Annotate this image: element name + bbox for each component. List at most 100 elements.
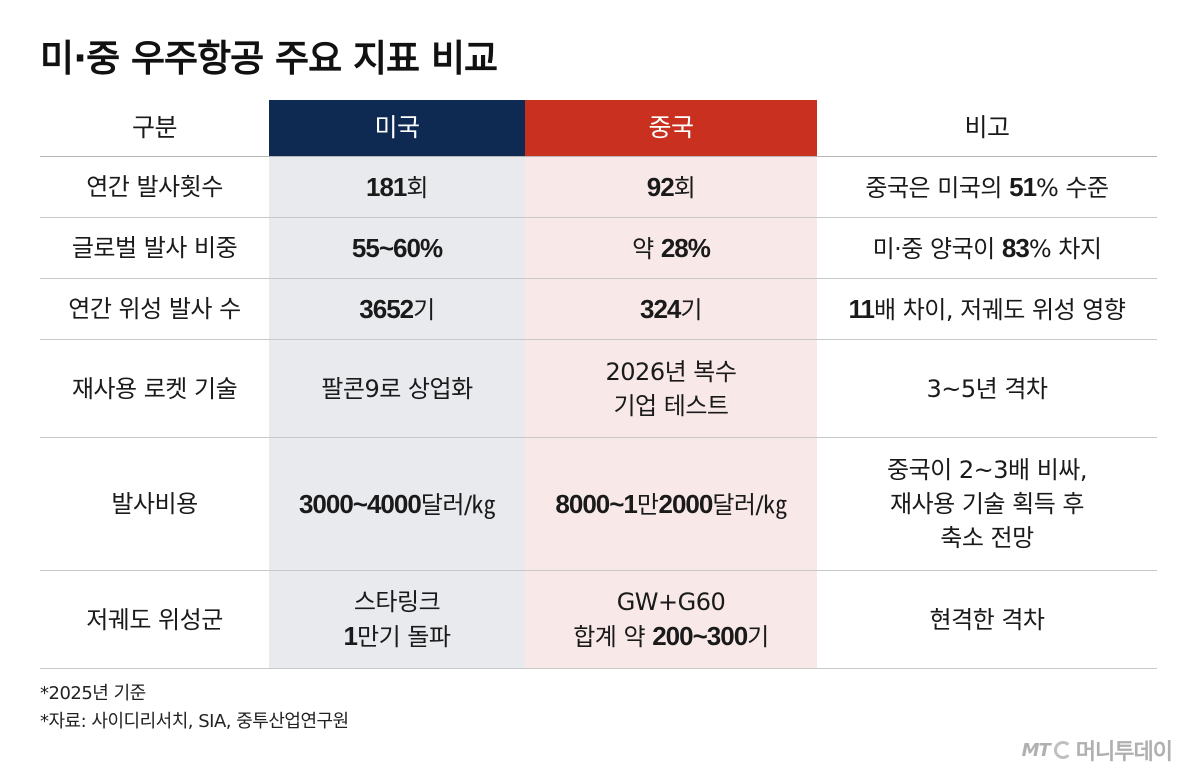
table-row: 발사비용 3000~4000달러/㎏ 8000~1만2000달러/㎏ 중국이 2~3배… [40, 438, 1157, 571]
cell-text: 팔콘9로 상업화 [321, 372, 473, 406]
text-segment: 달러/㎏ [712, 490, 787, 519]
text-segment: 만기 돌파 [357, 623, 451, 651]
us-value: 55~60% [269, 218, 525, 278]
cell-text: GW+G60 합계 약 200~300기 [573, 585, 769, 654]
cell-text: 3652기 [359, 292, 435, 327]
table-header-row: 구분 미국 중국 비고 [40, 100, 1157, 157]
header-us: 미국 [269, 100, 525, 156]
remarks-value: 중국은 미국의 51% 수준 [817, 157, 1157, 217]
text-segment: 기 [680, 295, 702, 324]
row-label: 연간 발사횟수 [86, 173, 223, 201]
bold-value: 200~300 [652, 621, 748, 651]
text-segment: 미·중 양국이 [872, 234, 1002, 263]
bold-value: 28% [660, 232, 711, 263]
cell-text: 3~5년 격차 [926, 372, 1048, 406]
bold-value: 181 [366, 171, 407, 202]
cell-text: 3000~4000달러/㎏ [298, 487, 496, 522]
publisher-logo: MT 머니투데이 [1021, 734, 1173, 766]
bold-value: 3652 [359, 293, 414, 324]
bold-value: 92 [646, 171, 675, 202]
text-segment: 현격한 격차 [929, 605, 1045, 634]
bold-value: 83 [1001, 232, 1030, 263]
page-title: 미·중 우주항공 주요 지표 비교 [40, 37, 498, 80]
bold-value: 1 [343, 621, 359, 651]
text-segment: 배 차이, 저궤도 위성 영향 [874, 295, 1126, 324]
text-segment: 달러/㎏ [420, 490, 496, 519]
china-value: 92회 [525, 157, 817, 217]
us-value: 181회 [269, 157, 525, 217]
us-value: 스타링크 1만기 돌파 [269, 571, 525, 668]
header-remarks: 비고 [964, 113, 1010, 142]
text-segment: 기업 테스트 [613, 391, 729, 420]
cell-text: 현격한 격차 [929, 603, 1045, 637]
text-segment: GW+G60 [616, 588, 726, 616]
text-segment: 재사용 기술 획득 후 [889, 490, 1085, 518]
header-category: 구분 [131, 113, 178, 142]
table-row: 글로벌 발사 비중 55~60% 약 28% 미·중 양국이 83% 차지 [40, 218, 1157, 279]
text-segment: 중국은 미국의 [865, 173, 1010, 202]
text-segment: 회 [673, 173, 696, 202]
china-value: 약 28% [525, 218, 817, 278]
row-label: 발사비용 [111, 490, 198, 518]
text-segment: 만 [636, 490, 659, 519]
bold-value: 2000 [658, 488, 713, 519]
cell-text: 11배 차이, 저궤도 위성 영향 [849, 292, 1126, 327]
text-segment: 회 [406, 173, 428, 202]
text-segment: 합계 약 [573, 623, 653, 651]
cell-text: 55~60% [351, 231, 443, 266]
remarks-value: 3~5년 격차 [817, 340, 1157, 437]
text-segment: 기 [413, 295, 435, 324]
logo-swirl-icon [1053, 741, 1072, 759]
logo-mt: MT [1021, 739, 1051, 761]
text-segment: % 수준 [1036, 173, 1109, 202]
bold-value: 11 [848, 293, 875, 324]
text-segment: 3~5년 격차 [926, 374, 1048, 403]
cell-text: 92회 [647, 170, 696, 205]
text-segment: 중국이 2~3배 비싸, [886, 456, 1088, 484]
remarks-value: 현격한 격차 [817, 571, 1157, 668]
text-segment: 스타링크 [353, 588, 441, 616]
cell-text: 스타링크 1만기 돌파 [344, 585, 451, 654]
cell-text: 약 28% [632, 231, 711, 266]
table-row: 연간 발사횟수 181회 92회 중국은 미국의 51% 수준 [40, 157, 1157, 218]
cell-text: 324기 [640, 292, 702, 327]
text-segment: % 차지 [1028, 234, 1102, 263]
cell-text: 181회 [366, 170, 428, 205]
row-label: 재사용 로켓 기술 [71, 374, 238, 403]
bold-value: 55~60% [351, 232, 443, 263]
footnote-basis: *2025년 기준 [40, 683, 146, 704]
row-label: 연간 위성 발사 수 [68, 295, 241, 323]
row-label: 저궤도 위성군 [86, 605, 223, 634]
bold-value: 51 [1009, 171, 1037, 202]
text-segment: 팔콘9로 상업화 [321, 374, 473, 403]
china-value: GW+G60 합계 약 200~300기 [525, 571, 817, 668]
row-label: 글로벌 발사 비중 [71, 234, 238, 262]
bold-value: 8000~1 [555, 488, 637, 519]
comparison-table: 구분 미국 중국 비고 연간 발사횟수 181회 92회 중국은 미국의 51% 수준… [40, 100, 1157, 669]
cell-text: 8000~1만2000달러/㎏ [555, 487, 787, 522]
cell-text: 중국은 미국의 51% 수준 [865, 170, 1109, 205]
us-value: 3000~4000달러/㎏ [269, 438, 525, 570]
text-segment: 기 [747, 623, 769, 651]
us-value: 3652기 [269, 279, 525, 339]
table-row: 연간 위성 발사 수 3652기 324기 11배 차이, 저궤도 위성 영향 [40, 279, 1157, 340]
us-value: 팔콘9로 상업화 [269, 340, 525, 437]
text-segment: 축소 전망 [940, 524, 1034, 552]
cell-text: 미·중 양국이 83% 차지 [873, 231, 1102, 266]
text-segment: 약 [632, 234, 661, 263]
footnotes: *2025년 기준 *자료: 사이디리서치, SIA, 중투산업연구원 [40, 680, 349, 736]
china-value: 8000~1만2000달러/㎏ [525, 438, 817, 570]
remarks-value: 미·중 양국이 83% 차지 [817, 218, 1157, 278]
header-china: 중국 [525, 100, 817, 156]
remarks-value: 11배 차이, 저궤도 위성 영향 [817, 279, 1157, 339]
text-segment: 2026년 복수 [605, 357, 737, 386]
logo-name: 머니투데이 [1075, 740, 1173, 765]
bold-value: 324 [640, 293, 681, 324]
footnote-source: *자료: 사이디리서치, SIA, 중투산업연구원 [40, 711, 349, 732]
bold-value: 3000~4000 [298, 488, 422, 519]
table-row: 저궤도 위성군 스타링크 1만기 돌파 GW+G60 합계 약 200~300기 현격한 … [40, 571, 1157, 669]
